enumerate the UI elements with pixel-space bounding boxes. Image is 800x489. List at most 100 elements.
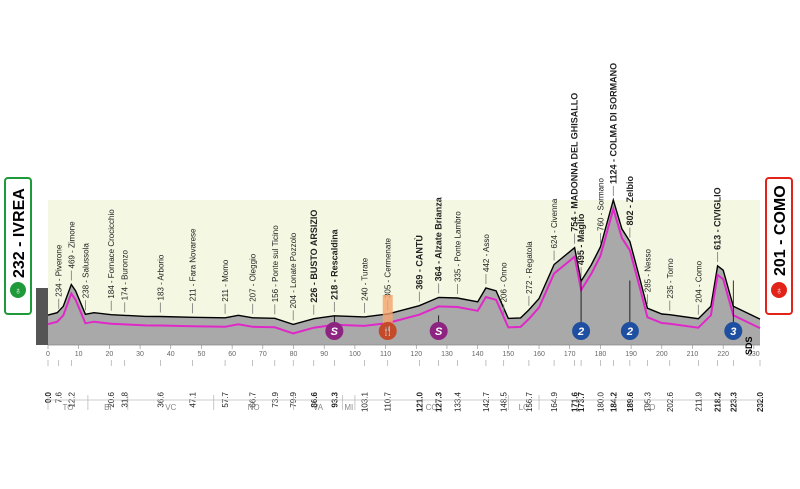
place-label: 335 - Ponte Lambro <box>453 211 462 282</box>
finish-label: 201 - COMO <box>772 185 789 276</box>
region-label: TO <box>62 403 73 412</box>
place-km-label: 121.0 <box>415 391 424 412</box>
region-label: NO <box>248 403 260 412</box>
place-km-label: 173.7 <box>577 391 586 412</box>
km-tick-label: 0 <box>46 351 50 358</box>
place-km-label: 86.6 <box>310 391 319 407</box>
place-label: 369 - CANTÙ <box>413 235 424 290</box>
climb-badge-label: 3 <box>730 326 736 338</box>
km-tick-label: 20 <box>105 351 113 358</box>
region-label: CO <box>426 403 438 412</box>
region-label: VA <box>313 403 324 412</box>
place-label: 235 - Torno <box>666 258 675 299</box>
place-label: 234 - Piverone <box>55 244 64 297</box>
climb-badge <box>620 322 639 340</box>
km-tick-label: 120 <box>410 351 422 358</box>
region-strip: TO BI VC NO VA MI CO LC CO <box>47 395 761 412</box>
start-icon <box>10 282 26 298</box>
climb-badge <box>572 322 591 340</box>
place-label: 211 - Fara Novarese <box>189 228 198 301</box>
place-km-label: 189.6 <box>626 391 635 412</box>
place-km-label: 66.7 <box>249 391 258 407</box>
km-tick-label: 50 <box>198 351 206 358</box>
place-km-label: 223.3 <box>729 391 738 412</box>
place-km-label: 127.3 <box>435 391 444 412</box>
km-tick-label: 230 <box>748 351 760 358</box>
climb-badge-label: 2 <box>626 326 633 338</box>
km-tick-label: 110 <box>380 351 391 358</box>
start-box <box>4 177 32 315</box>
sprint-badge-label: S <box>435 326 443 338</box>
finish-banner: 201 - COMO ♁ <box>765 177 793 315</box>
place-km-label: 148.5 <box>500 391 509 412</box>
place-labels: 0.0 234 - Piverone 7.6 469 - Zimone 12.2 238 … <box>44 63 765 412</box>
sprint-badge <box>429 322 448 340</box>
km-tick-label: 40 <box>167 351 175 358</box>
km-tick-label: 150 <box>503 351 515 358</box>
place-label: 226 - BUSTO ARSIZIO <box>309 210 319 303</box>
place-km-label: 142.7 <box>482 391 491 412</box>
start-banner: 232 - IVREA ♁ <box>4 177 32 315</box>
place-label: 206 - Onno <box>500 262 509 303</box>
km-tick-label: 170 <box>564 351 576 358</box>
place-label: 211 - Momo <box>221 259 230 302</box>
climb-badge <box>724 322 743 340</box>
place-label: 364 - Alzate Brianza <box>434 196 444 281</box>
place-km-label: 7.6 <box>55 391 64 403</box>
place-label: 624 - Civenna <box>550 198 559 248</box>
place-km-label: 180.0 <box>596 391 605 412</box>
km-tick-label: 80 <box>290 351 298 358</box>
region-label: VC <box>165 403 176 412</box>
region-label: MI <box>344 403 353 412</box>
km-tick-label: 190 <box>625 351 637 358</box>
place-km-label: 57.7 <box>221 391 230 407</box>
start-ramp <box>36 288 48 345</box>
km-tick-label: 70 <box>259 351 267 358</box>
finish-bike-icon: ♁ <box>775 286 783 297</box>
place-km-label: 93.3 <box>330 391 339 407</box>
km-tick-label: 200 <box>656 351 668 358</box>
finish-icon <box>771 282 787 298</box>
feed-zone-bar <box>382 295 393 331</box>
place-km-label: 0.0 <box>44 391 53 403</box>
place-km-label: 73.9 <box>271 391 280 407</box>
km-tick-label: 100 <box>349 351 361 358</box>
place-km-label: 195.3 <box>643 391 652 412</box>
km-tick-label: 30 <box>136 351 144 358</box>
place-km-label: 218.2 <box>714 391 723 412</box>
place-label: 802 - Zelbio <box>625 176 635 226</box>
place-km-label: 156.7 <box>525 391 534 412</box>
brand-logo: SDS <box>744 336 754 355</box>
place-label: 469 - Zimone <box>67 221 76 269</box>
place-label: 495 - Maglio <box>576 213 586 265</box>
place-km-label: 103.1 <box>360 391 369 412</box>
climb-badge-label: 2 <box>577 326 584 338</box>
feed-zone-glyph: 🍴 <box>382 325 393 337</box>
region-label: CO <box>644 403 656 412</box>
profile-line <box>47 197 761 326</box>
start-bike-icon: ♁ <box>14 286 22 297</box>
km-tick-label: 90 <box>320 351 328 358</box>
place-label: 760 - Sormano <box>596 177 605 230</box>
place-label: 183 - Arborio <box>156 254 165 300</box>
place-km-label: 184.2 <box>609 391 618 412</box>
km-tick-label: 10 <box>75 351 83 358</box>
place-label: 174 - Buronzo <box>121 250 130 301</box>
profile-magenta-line <box>47 205 761 335</box>
sprint-badge-label: S <box>331 326 339 338</box>
place-km-label: 47.1 <box>189 391 198 407</box>
km-tick-label: 220 <box>717 351 729 358</box>
km-tick-label: 180 <box>595 351 607 358</box>
place-km-label: 31.8 <box>121 391 130 407</box>
km-tick-label: 140 <box>472 351 484 358</box>
feed-zone-icon <box>378 322 397 340</box>
place-km-label: 20.6 <box>107 391 116 407</box>
place-km-label: 110.7 <box>384 391 393 411</box>
markers: S 🍴 S 2 2 3 <box>325 280 743 340</box>
place-km-label: 133.4 <box>453 391 462 412</box>
place-km-label: 36.6 <box>156 391 165 407</box>
place-km-label: 211.9 <box>694 391 703 411</box>
place-km-label: 12.2 <box>67 391 76 407</box>
place-label: 1124 - COLMA DI SORMANO <box>608 63 618 184</box>
km-tick-label: 60 <box>228 351 236 358</box>
